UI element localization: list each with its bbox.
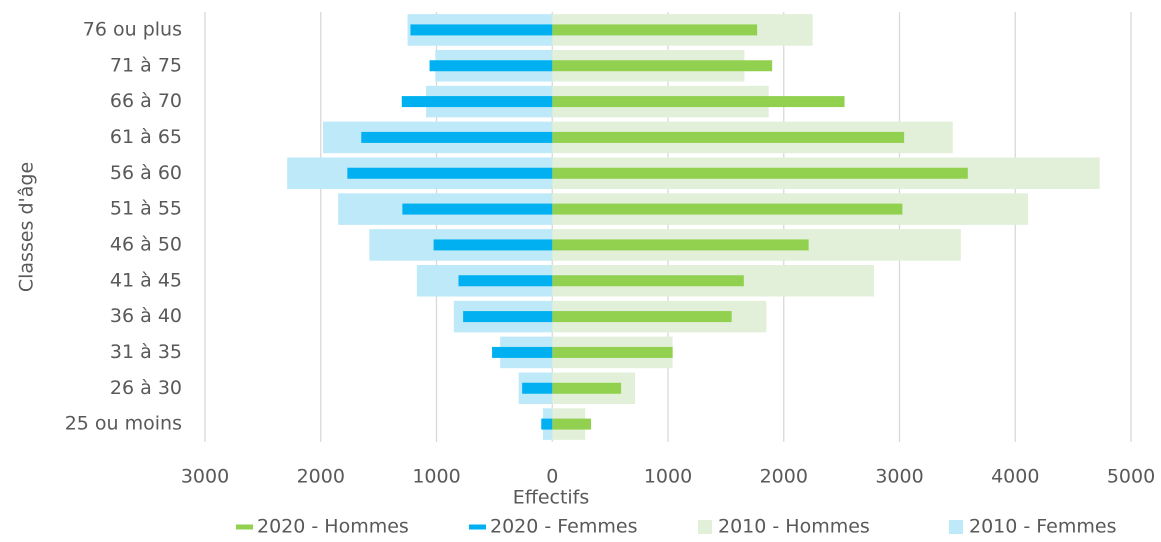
bar — [429, 60, 553, 72]
bar — [552, 418, 592, 430]
bar — [347, 167, 553, 179]
y-tick-label: 31 à 35 — [110, 341, 182, 363]
legend-marker — [469, 524, 486, 530]
y-tick-label: 76 ou plus — [83, 18, 182, 40]
legend-label: 2010 - Hommes — [718, 516, 870, 538]
y-tick-label: 61 à 65 — [110, 126, 182, 148]
y-tick-label: 26 à 30 — [110, 377, 182, 399]
x-tick-label: 2000 — [760, 466, 808, 488]
bar — [552, 382, 622, 394]
bar — [410, 24, 553, 36]
bar — [552, 275, 744, 287]
legend-label: 2010 - Femmes — [969, 516, 1116, 538]
x-tick-label: 2000 — [297, 466, 345, 488]
bar — [541, 418, 553, 430]
legend-marker — [949, 520, 963, 534]
bar — [552, 239, 809, 251]
y-tick-label: 46 à 50 — [110, 233, 182, 255]
y-tick-label: 41 à 45 — [110, 269, 182, 291]
bar — [552, 131, 905, 143]
y-tick-label: 25 ou moins — [65, 413, 182, 435]
x-tick-label: 3000 — [181, 466, 229, 488]
bar — [433, 239, 553, 251]
y-axis-title: Classes d'âge — [16, 162, 38, 292]
bar — [458, 275, 553, 287]
bar — [552, 96, 845, 108]
bar — [552, 311, 732, 323]
x-tick-label: 4000 — [991, 466, 1039, 488]
bar — [401, 96, 553, 108]
legend-label: 2020 - Femmes — [490, 516, 637, 538]
x-tick-label: 3000 — [875, 466, 923, 488]
x-axis-title: Effectifs — [513, 487, 590, 509]
x-tick-label: 1000 — [644, 466, 692, 488]
bar — [552, 167, 968, 179]
legend-marker — [698, 520, 712, 534]
x-tick-label: 0 — [546, 466, 558, 488]
bar — [552, 60, 773, 72]
y-tick-label: 66 à 70 — [110, 90, 182, 112]
bar — [361, 131, 553, 143]
legend-label: 2020 - Hommes — [257, 516, 409, 538]
y-tick-label: 36 à 40 — [110, 305, 182, 327]
bar — [522, 382, 553, 394]
bar — [463, 311, 553, 323]
legend-marker — [236, 524, 253, 530]
bar — [552, 203, 903, 215]
bar — [492, 346, 553, 358]
y-tick-label: 71 à 75 — [110, 54, 182, 76]
bar — [552, 346, 673, 358]
bar — [402, 203, 553, 215]
y-tick-label: 51 à 55 — [110, 198, 182, 220]
x-tick-label: 5000 — [1107, 466, 1155, 488]
x-tick-label: 1000 — [412, 466, 460, 488]
bar — [552, 24, 758, 36]
y-tick-label: 56 à 60 — [110, 162, 182, 184]
